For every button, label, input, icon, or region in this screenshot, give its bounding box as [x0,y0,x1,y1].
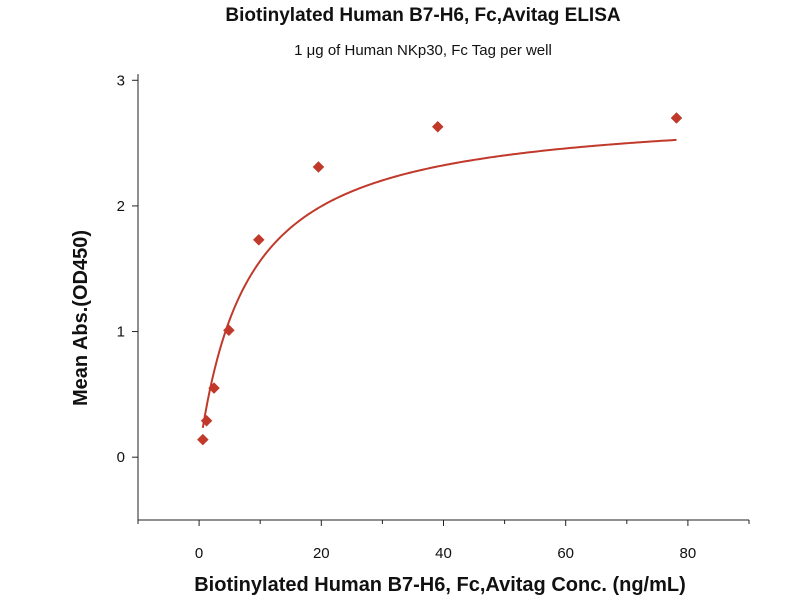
data-point-diamond [431,120,444,133]
y-tick-label: 1 [117,324,125,341]
x-tick-label: 80 [680,545,697,562]
x-tick-label: 40 [435,545,452,562]
x-tick-label: 20 [313,545,330,562]
data-point-diamond [208,382,220,394]
x-axis-title: Biotinylated Human B7-H6, Fc,Avitag Conc… [194,574,686,596]
y-tick-label: 2 [117,198,125,215]
chart-subtitle: 1 μg of Human NKp30, Fc Tag per well [294,42,552,59]
points-layer [196,112,683,446]
y-tick-label: 3 [117,72,125,89]
x-ticks: 0 20 40 60 80 [137,520,750,562]
data-point-diamond [196,433,209,446]
chart-title: Biotinylated Human B7-H6, Fc,Avitag ELIS… [225,5,620,26]
x-tick-label: 60 [557,545,574,562]
data-point-diamond [200,414,213,427]
fit-curve [201,138,677,428]
y-tick-label: 0 [117,449,125,466]
x-tick-label: 0 [195,545,203,562]
y-ticks: 0 1 2 3 [117,72,138,466]
data-point-diamond [223,324,235,337]
y-axis-title: Mean Abs.(OD450) [70,230,92,406]
fit-layer [201,138,677,428]
data-point-diamond [252,233,265,246]
data-point-diamond [312,161,325,173]
data-point-diamond [670,112,683,124]
